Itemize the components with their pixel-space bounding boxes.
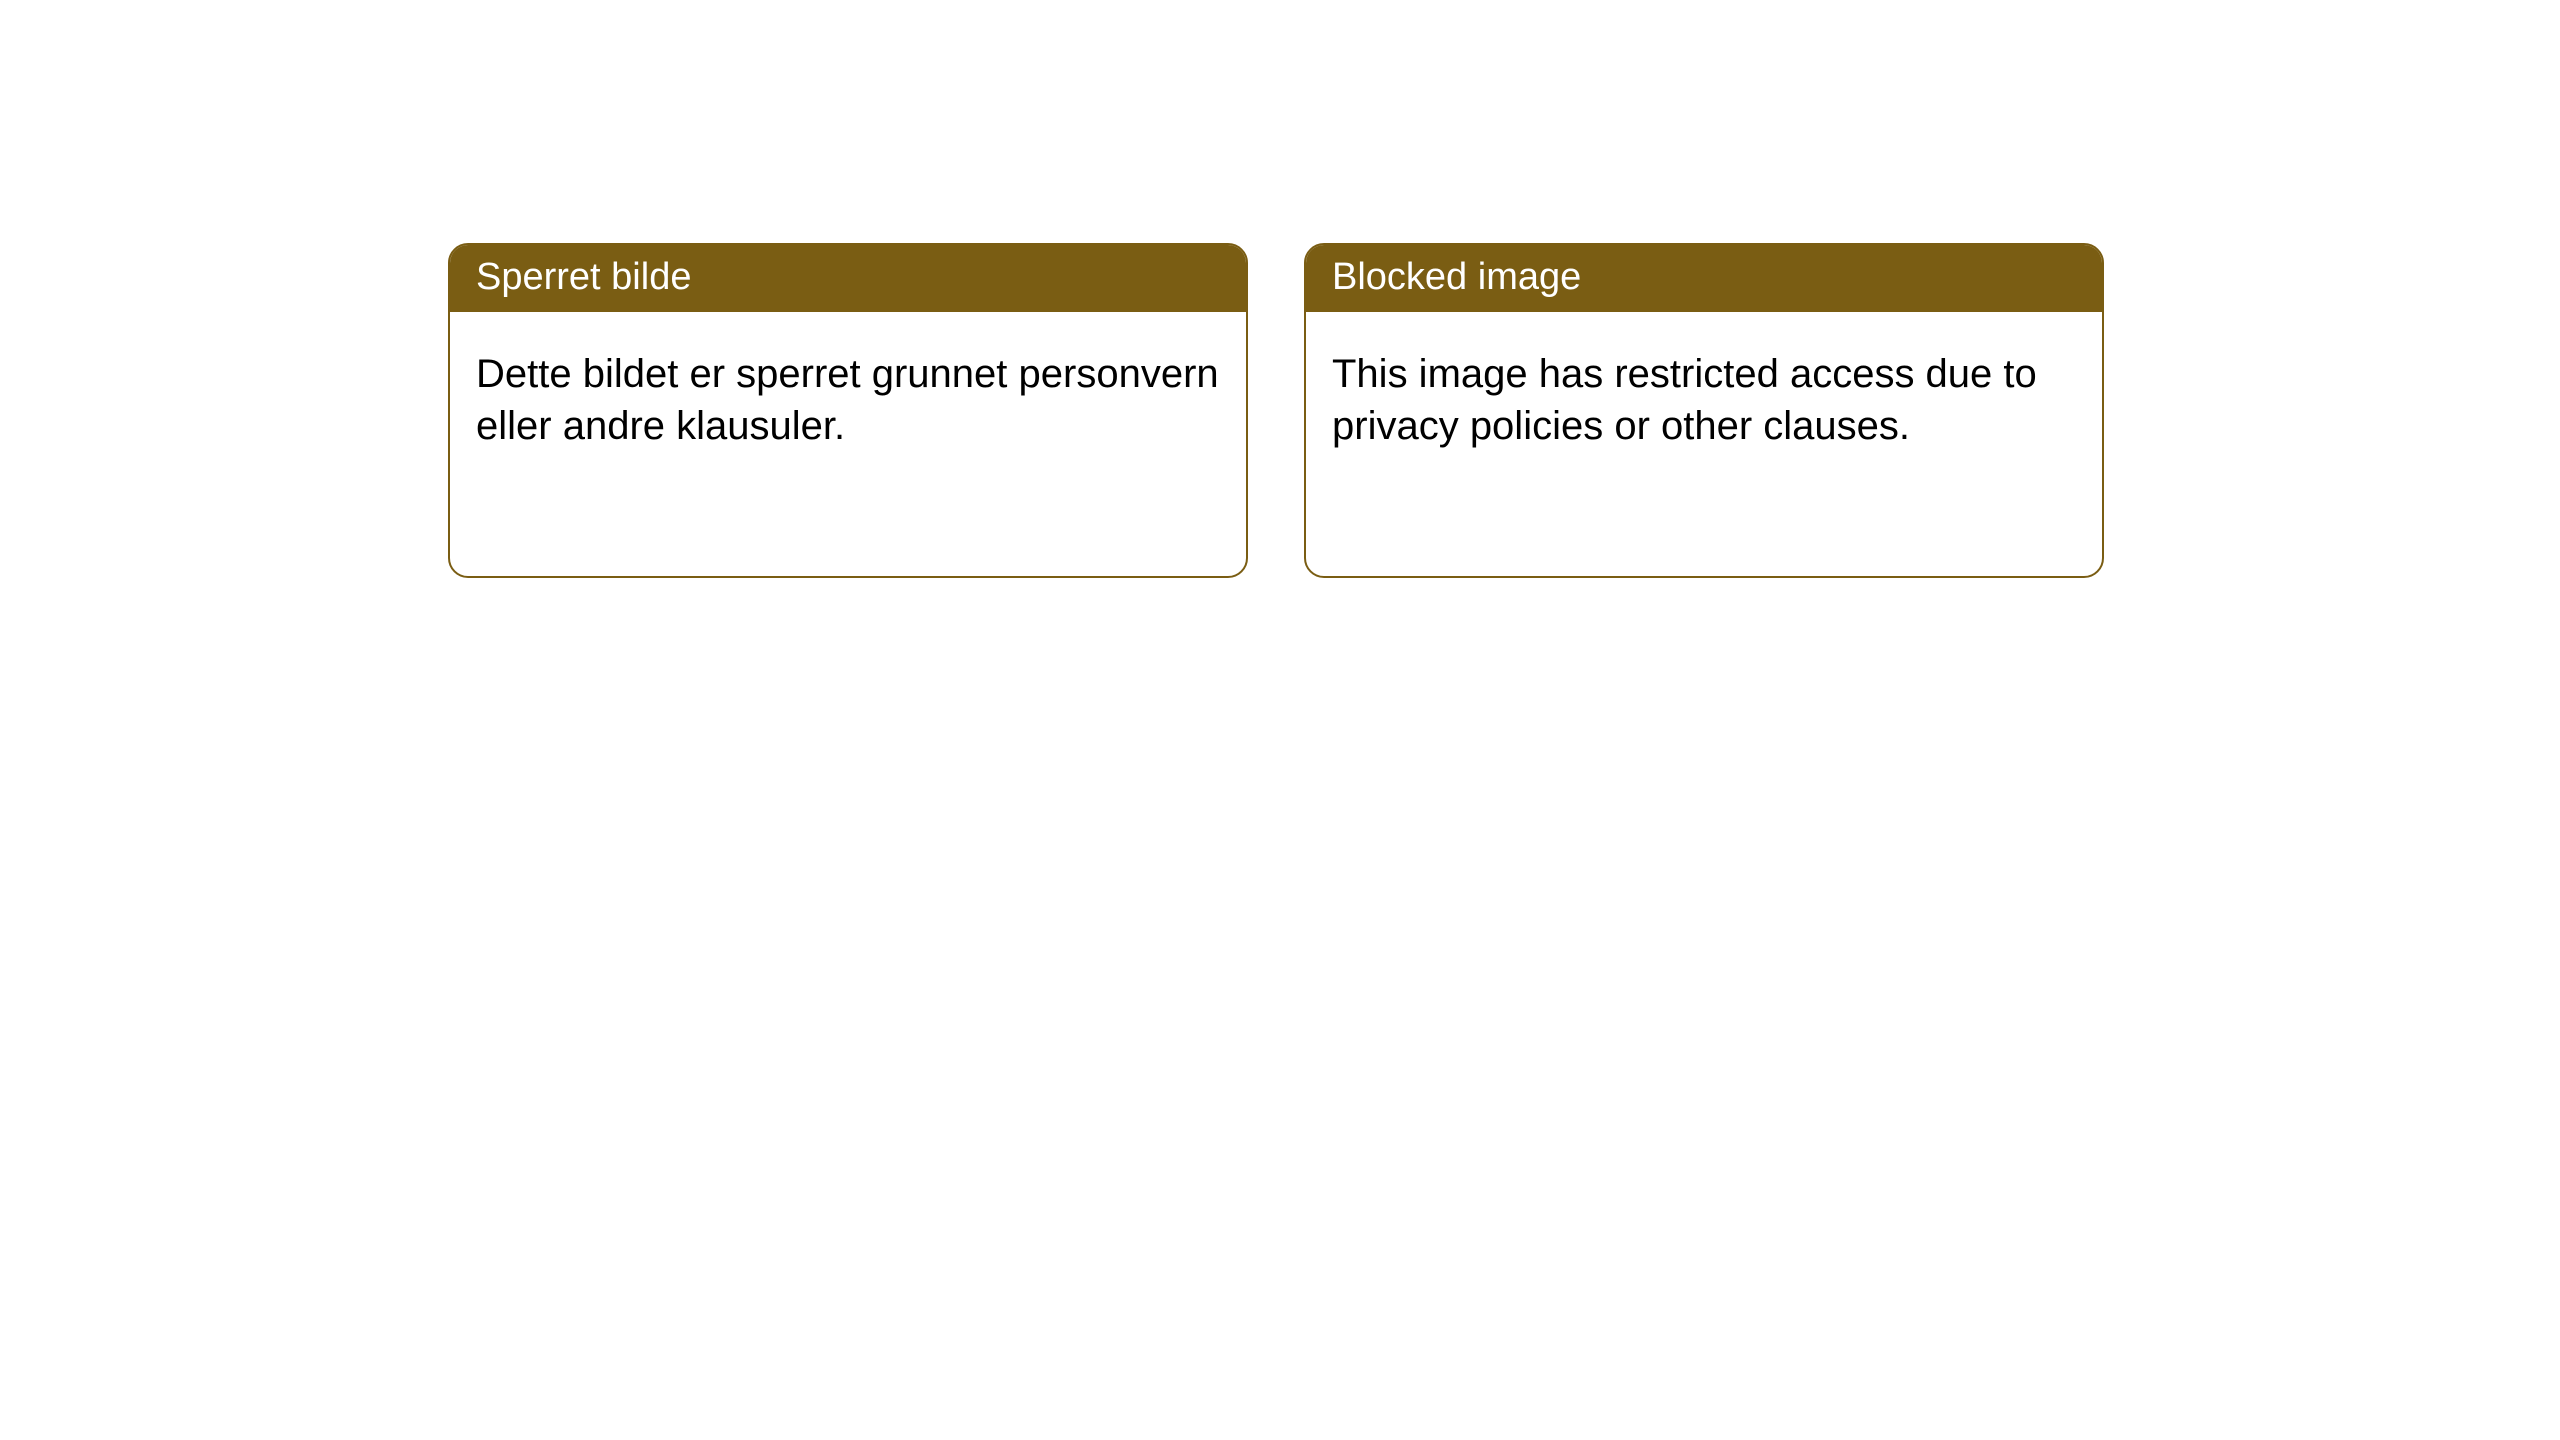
notice-card-body: This image has restricted access due to …: [1306, 312, 2102, 478]
notice-card-title: Sperret bilde: [450, 245, 1246, 312]
notice-card-norwegian: Sperret bilde Dette bildet er sperret gr…: [448, 243, 1248, 578]
notice-container: Sperret bilde Dette bildet er sperret gr…: [0, 0, 2560, 578]
notice-card-title: Blocked image: [1306, 245, 2102, 312]
notice-card-english: Blocked image This image has restricted …: [1304, 243, 2104, 578]
notice-card-body: Dette bildet er sperret grunnet personve…: [450, 312, 1246, 478]
